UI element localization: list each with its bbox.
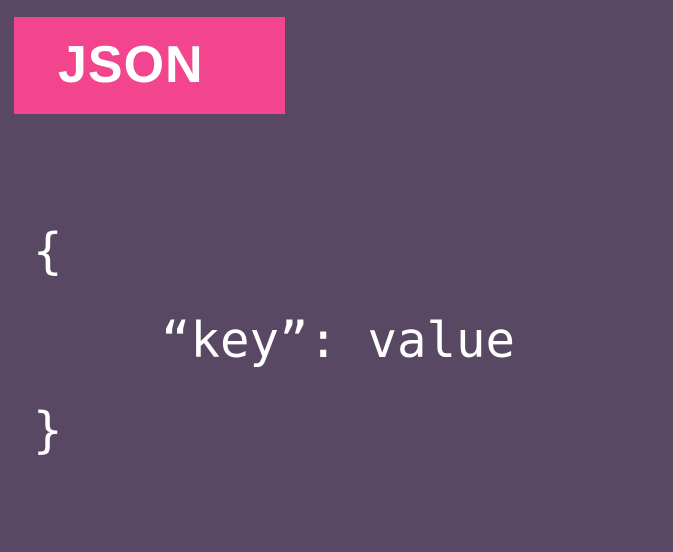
badge-label: JSON [58, 36, 204, 94]
json-badge: JSON [14, 17, 285, 114]
code-open-brace: { [33, 223, 63, 280]
code-key-value-line: “key”: value [161, 312, 516, 369]
code-close-brace: } [33, 402, 63, 459]
